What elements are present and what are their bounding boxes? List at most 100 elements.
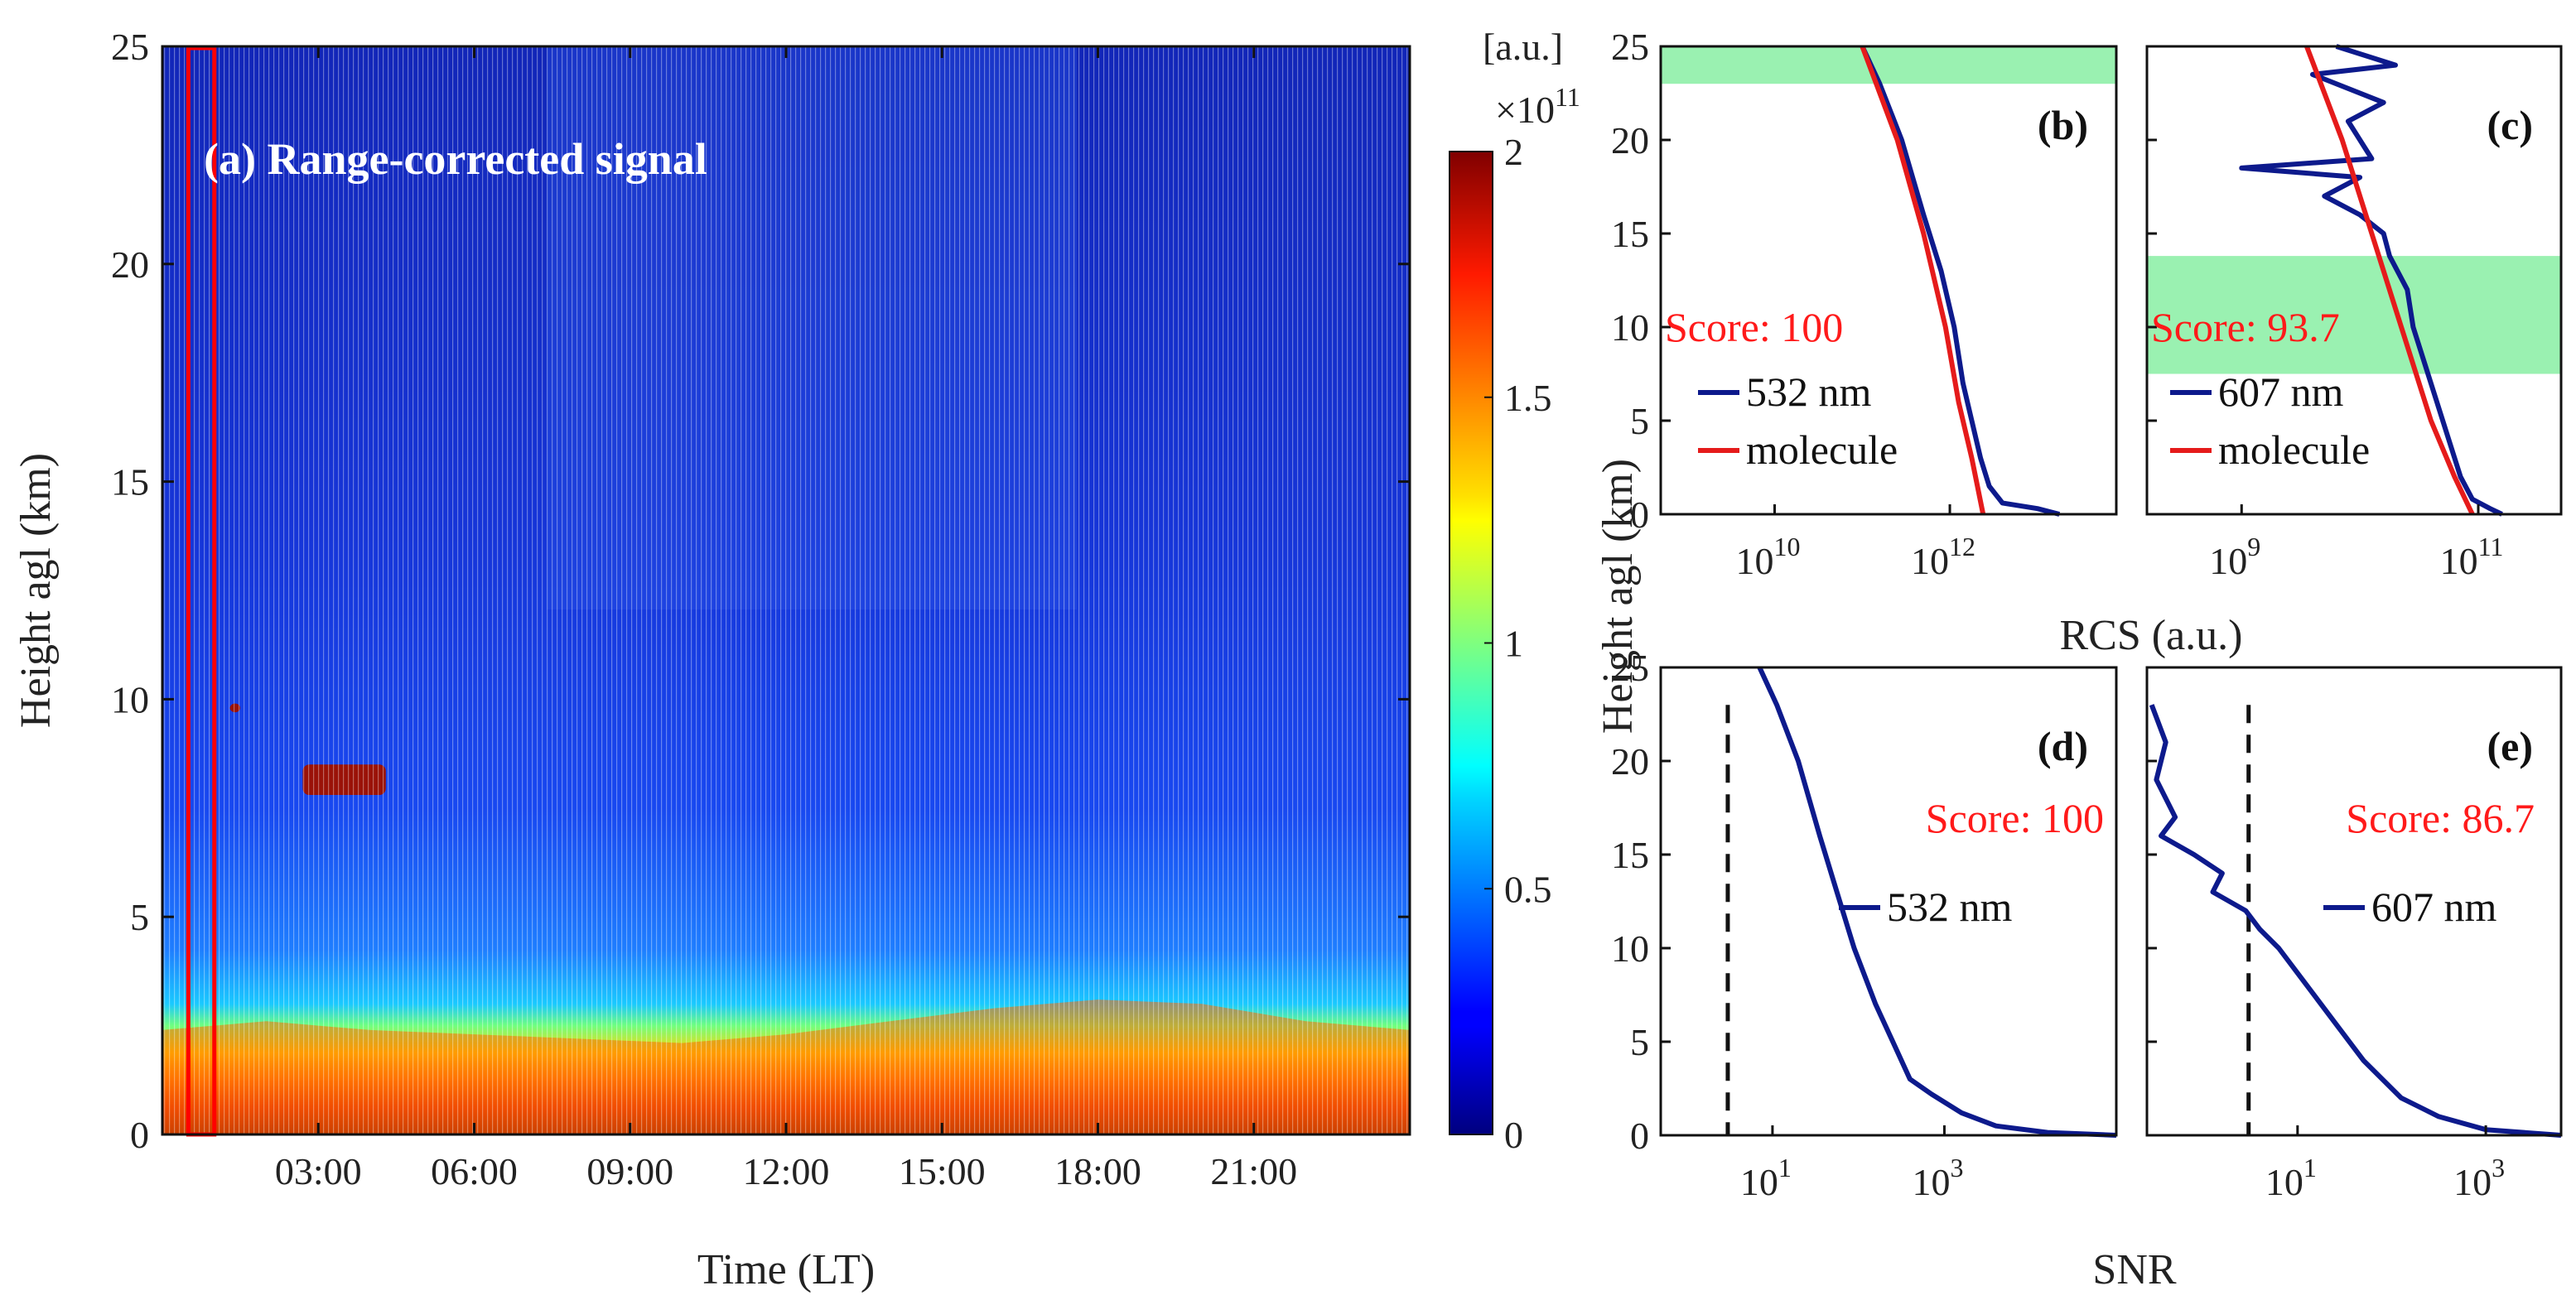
score-text: Score: 100 (1926, 795, 2104, 841)
x-tick-label: 21:00 (1210, 1150, 1297, 1192)
x-tick-label: 103 (2453, 1153, 2505, 1203)
panel-frame (1659, 45, 2118, 516)
y-tick-label: 5 (1630, 400, 1649, 442)
legend-label: 532 nm (1746, 368, 1872, 415)
colorbar-tick-label: 0 (1504, 1114, 1523, 1156)
panel-a: 0 5 10 15 20 25 03:00 06:00 09:00 12:00 15:00 18:0… (12, 26, 1411, 1293)
legend-label: 532 nm (1887, 884, 2013, 930)
legend-label: 607 nm (2218, 368, 2344, 415)
y-tick-label: 0 (130, 1114, 149, 1156)
panel-label: (e) (2487, 723, 2534, 769)
x-tick-label: 18:00 (1054, 1150, 1141, 1192)
panel-a-y-axis: 0 5 10 15 20 25 (111, 26, 1410, 1156)
x-tick-label: 101 (1740, 1153, 1792, 1203)
x-tick-label: 15:00 (899, 1150, 986, 1192)
x-tick-label: 1010 (1736, 532, 1801, 582)
x-tick-exponent: 11 (2478, 532, 2504, 561)
y-tick-label: 15 (1611, 213, 1649, 255)
y-tick-label: 20 (1611, 119, 1649, 161)
x-tick-label: 1012 (1911, 532, 1975, 582)
y-tick-label: 0 (1630, 1115, 1649, 1157)
panel-frame (1659, 666, 2118, 1137)
x-tick-exponent: 3 (2492, 1153, 2505, 1182)
series-line-607-nm (2239, 44, 2503, 517)
score-text: Score: 100 (1665, 304, 1843, 350)
snr-x-label: SNR (2092, 1246, 2176, 1293)
panel-a-x-axis: 03:00 06:00 09:00 12:00 15:00 18:00 21:00 (275, 46, 1297, 1192)
colorbar-exponent-power: 11 (1555, 82, 1580, 112)
x-tick-base: 10 (2209, 540, 2247, 582)
x-tick-exponent: 9 (2247, 532, 2260, 561)
legend-label: molecule (2218, 426, 2370, 473)
colorbar-exponent-base: ×10 (1495, 89, 1555, 131)
score-text: Score: 86.7 (2346, 795, 2535, 841)
x-tick-base: 10 (1912, 1161, 1950, 1203)
reference-band (2147, 256, 2561, 374)
y-tick-label: 20 (1611, 740, 1649, 783)
x-tick-label: 03:00 (275, 1150, 362, 1192)
y-tick-label: 5 (130, 896, 149, 938)
y-tick-label: 10 (1611, 306, 1649, 349)
score-text: Score: 93.7 (2151, 304, 2340, 350)
colorbar-exponent: ×1011 (1495, 82, 1580, 131)
rcs-x-label: RCS (a.u.) (2060, 612, 2243, 659)
x-tick-label: 09:00 (586, 1150, 673, 1192)
legend-label: 607 nm (2371, 884, 2497, 930)
x-tick-base: 10 (1740, 1161, 1778, 1203)
reference-band (1661, 46, 2116, 84)
colorbar-tick-label: 0.5 (1504, 868, 1552, 910)
panel-a-y-label: Height agl (km) (12, 453, 60, 728)
x-tick-exponent: 12 (1949, 532, 1975, 561)
x-tick-base: 10 (2440, 540, 2478, 582)
y-tick-label: 25 (1611, 26, 1649, 68)
panel-label: (b) (2038, 102, 2088, 148)
series-line-molecule (1860, 45, 1986, 515)
x-tick-label: 06:00 (431, 1150, 518, 1192)
y-tick-label: 0 (1630, 494, 1649, 536)
x-tick-label: 12:00 (743, 1150, 830, 1192)
y-tick-label: 10 (111, 678, 149, 720)
colorbar-tick-label: 1.5 (1504, 377, 1552, 419)
colorbar-ticks: 0 0.5 1 1.5 2 (1484, 131, 1552, 1156)
x-tick-exponent: 10 (1774, 532, 1801, 561)
colorbar-tick-label: 2 (1504, 131, 1523, 173)
x-tick-base: 10 (2453, 1161, 2492, 1203)
colorbar-tick-label: 1 (1504, 623, 1523, 665)
heatmap-title: (a) Range-corrected signal (204, 134, 707, 184)
x-tick-base: 10 (1736, 540, 1774, 582)
panel-frame (2145, 45, 2563, 516)
x-tick-label: 103 (1912, 1153, 1963, 1203)
series-line-607-nm (2149, 704, 2562, 1138)
series-line-molecule (2304, 45, 2475, 516)
colorbar-unit: [a.u.] (1483, 26, 1563, 68)
y-tick-label: 15 (1611, 834, 1649, 876)
y-tick-label: 15 (111, 461, 149, 503)
x-tick-exponent: 3 (1950, 1153, 1963, 1182)
y-tick-label: 10 (1611, 927, 1649, 970)
legend-label: molecule (1746, 426, 1898, 473)
y-tick-label: 25 (111, 26, 149, 68)
x-tick-label: 101 (2265, 1153, 2317, 1203)
y-tick-label: 5 (1630, 1021, 1649, 1063)
x-tick-exponent: 1 (1778, 1153, 1792, 1182)
x-tick-label: 109 (2209, 532, 2260, 582)
colorbar: 0 0.5 1 1.5 2 [a.u.] ×1011 (1449, 26, 1580, 1156)
x-tick-base: 10 (2265, 1161, 2303, 1203)
x-tick-exponent: 1 (2303, 1153, 2317, 1182)
x-tick-base: 10 (1911, 540, 1949, 582)
panel-label: (c) (2487, 102, 2534, 148)
series-line-532-nm (1757, 666, 2117, 1138)
panel-label: (d) (2038, 723, 2088, 769)
profile-stripes (162, 46, 1410, 1134)
panel-frame (2145, 666, 2563, 1137)
shared-y-label: Height agl (km) (1594, 459, 1642, 734)
y-tick-label: 25 (1611, 647, 1649, 689)
x-tick-label: 1011 (2440, 532, 2504, 582)
panel-a-x-label: Time (LT) (697, 1246, 875, 1293)
y-tick-label: 20 (111, 243, 149, 286)
